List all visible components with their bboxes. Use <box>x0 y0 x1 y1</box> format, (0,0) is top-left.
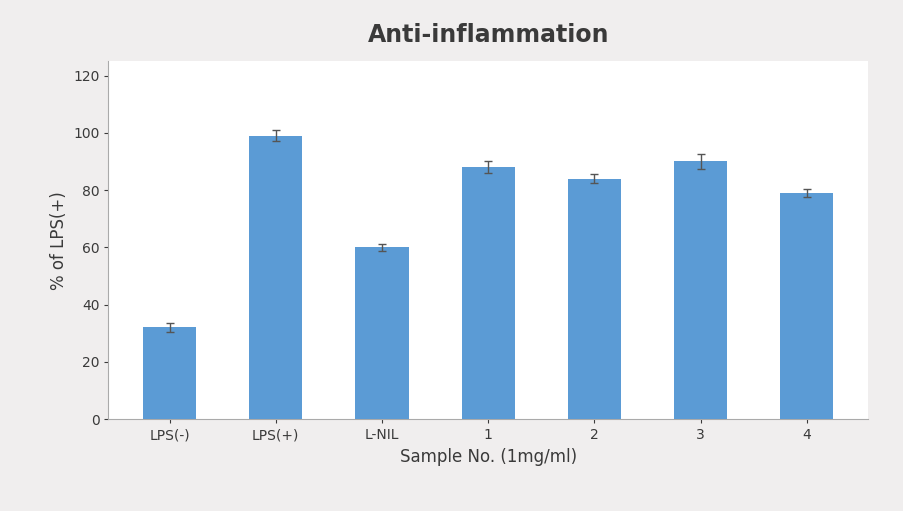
Y-axis label: % of LPS(+): % of LPS(+) <box>50 191 68 290</box>
Bar <box>355 247 408 419</box>
Bar <box>143 328 196 419</box>
Bar <box>674 161 726 419</box>
Bar <box>249 136 302 419</box>
Bar <box>567 179 620 419</box>
Bar <box>779 193 833 419</box>
Bar <box>461 167 514 419</box>
X-axis label: Sample No. (1mg/ml): Sample No. (1mg/ml) <box>399 448 576 466</box>
Title: Anti-inflammation: Anti-inflammation <box>367 23 609 47</box>
